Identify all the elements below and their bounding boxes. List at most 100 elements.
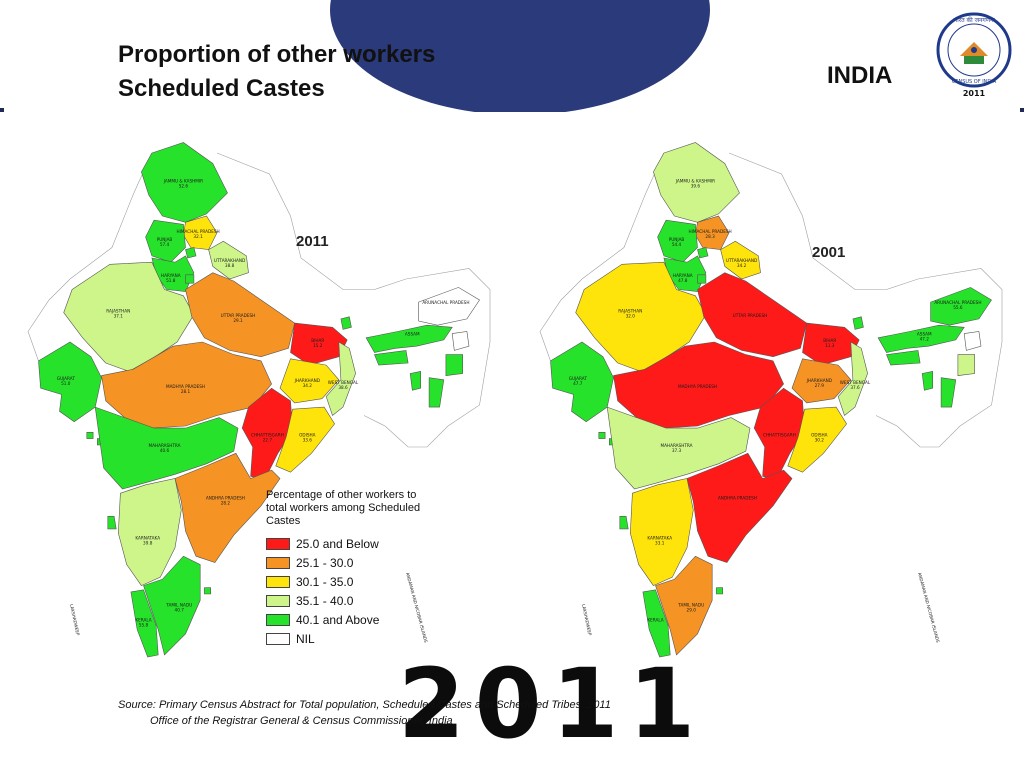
state-region bbox=[550, 341, 614, 423]
state-region bbox=[94, 406, 239, 490]
state-region bbox=[629, 478, 694, 586]
legend-item: 30.1 - 35.0 bbox=[266, 572, 466, 591]
state-label: TAMIL NADU bbox=[677, 603, 704, 608]
legend-item: 35.1 - 40.0 bbox=[266, 591, 466, 610]
state-region bbox=[720, 240, 761, 280]
state-value: 52.6 bbox=[179, 183, 189, 188]
legend-swatch bbox=[266, 556, 290, 569]
state-label: CHHATTISGARH bbox=[763, 433, 796, 438]
logo-top-text: भारत की जनगणना bbox=[953, 16, 995, 24]
state-region bbox=[655, 555, 713, 656]
state-label: GUJARAT bbox=[57, 376, 76, 381]
state-region bbox=[787, 406, 847, 473]
state-value: 15.2 bbox=[313, 343, 323, 348]
state-value: 39.6 bbox=[691, 183, 701, 188]
state-value: 27.9 bbox=[815, 383, 825, 388]
legend-swatch bbox=[266, 594, 290, 607]
state-value: 34.2 bbox=[303, 383, 313, 388]
andaman-label: ANDAMAN AND NICOBAR ISLANDS bbox=[917, 572, 941, 643]
state-value: 30.2 bbox=[815, 438, 825, 443]
state-value: 38.6 bbox=[338, 385, 348, 390]
state-value: 28.2 bbox=[221, 501, 231, 506]
map-2001-year: 2001 bbox=[812, 244, 846, 261]
legend-item: 25.0 and Below bbox=[266, 534, 466, 553]
title-line-1: Proportion of other workers bbox=[118, 41, 436, 68]
state-region bbox=[837, 341, 868, 417]
watermark-year: 2011 bbox=[398, 648, 706, 760]
legend-label: NIL bbox=[296, 631, 315, 646]
state-label: PUNJAB bbox=[669, 237, 685, 242]
map-2011-year: 2011 bbox=[296, 233, 329, 250]
state-value: 39.8 bbox=[143, 540, 153, 545]
state-region bbox=[325, 341, 356, 417]
state-label: ARUNACHAL PRADESH bbox=[422, 300, 469, 305]
state-value: 37.1 bbox=[114, 314, 124, 319]
state-label: ASSAM bbox=[917, 332, 932, 337]
state-value: 47.2 bbox=[920, 337, 930, 342]
neighbour-boundary bbox=[27, 152, 153, 362]
state-label: RAJASTHAN bbox=[618, 309, 642, 314]
state-value: 55.6 bbox=[953, 305, 963, 310]
legend-swatch bbox=[266, 632, 290, 645]
state-label: ODISHA bbox=[299, 433, 316, 438]
state-label: RAJASTHAN bbox=[106, 309, 130, 314]
legend-label: 25.0 and Below bbox=[296, 536, 379, 551]
state-region bbox=[143, 555, 201, 656]
state-label: ARUNACHAL PRADESH bbox=[934, 300, 981, 305]
state-region bbox=[697, 272, 808, 358]
state-region bbox=[598, 431, 606, 439]
legend-item: 40.1 and Above bbox=[266, 610, 466, 629]
state-value: 40.6 bbox=[160, 448, 170, 453]
state-value: 37.3 bbox=[672, 448, 682, 453]
state-region bbox=[753, 387, 805, 479]
state-region bbox=[921, 371, 934, 391]
state-region bbox=[117, 478, 182, 586]
state-region bbox=[141, 142, 228, 223]
legend-label: 40.1 and Above bbox=[296, 612, 380, 627]
state-value: 47.7 bbox=[573, 381, 583, 386]
source-line-2: Office of the Registrar General & Census… bbox=[150, 715, 453, 727]
state-label: HARYANA bbox=[161, 273, 181, 278]
state-value: 33.1 bbox=[655, 540, 665, 545]
state-value: 33.6 bbox=[303, 438, 313, 443]
state-label: KERALA bbox=[647, 617, 663, 622]
state-label: KARNATAKA bbox=[135, 535, 160, 540]
state-value: 28.3 bbox=[705, 234, 715, 239]
state-label: CHHATTISGARH bbox=[251, 433, 284, 438]
state-value: 22.7 bbox=[263, 438, 273, 443]
state-region bbox=[791, 358, 852, 404]
state-region bbox=[208, 240, 249, 280]
state-label: UTTAR PRADESH bbox=[733, 313, 768, 318]
state-region bbox=[241, 387, 293, 479]
state-label: JAMMU & KASHMIR bbox=[163, 178, 203, 183]
legend-items: 25.0 and Below 25.1 - 30.0 30.1 - 35.0 35.1… bbox=[266, 534, 466, 648]
state-region bbox=[174, 452, 281, 563]
state-label: MAHARASHTRA bbox=[148, 443, 180, 448]
state-region bbox=[686, 452, 793, 563]
state-label: KARNATAKA bbox=[647, 535, 672, 540]
neighbour-boundary bbox=[539, 152, 665, 362]
lakshadweep-label: LAKSHADWEEP bbox=[69, 604, 81, 637]
state-label: MADHYA PRADESH bbox=[166, 384, 205, 389]
state-value: 54.4 bbox=[672, 242, 682, 247]
state-label: BIHAR bbox=[823, 338, 836, 343]
state-value: 32.1 bbox=[193, 234, 203, 239]
legend-title: Percentage of other workers to total wor… bbox=[266, 489, 421, 527]
state-region bbox=[940, 377, 957, 408]
title-line-2: Scheduled Castes bbox=[118, 75, 325, 102]
state-value: 32.0 bbox=[626, 314, 636, 319]
state-region bbox=[445, 354, 464, 376]
state-label: WEST BENGAL bbox=[840, 380, 871, 385]
state-label: JAMMU & KASHMIR bbox=[675, 178, 715, 183]
state-region bbox=[606, 406, 751, 490]
state-region bbox=[575, 261, 707, 372]
state-value: 57.4 bbox=[160, 242, 170, 247]
state-value: 55.8 bbox=[139, 622, 149, 627]
state-region bbox=[877, 324, 965, 353]
state-label: BIHAR bbox=[311, 338, 324, 343]
state-region bbox=[275, 406, 335, 473]
state-label: UTTARAKHAND bbox=[726, 258, 757, 263]
